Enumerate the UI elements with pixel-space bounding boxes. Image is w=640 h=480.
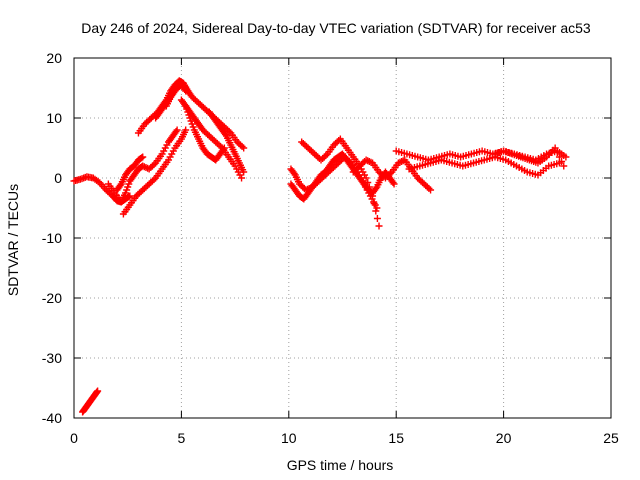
data-point	[365, 183, 373, 191]
data-point	[365, 158, 373, 165]
data-point	[425, 185, 433, 192]
series-s9	[182, 102, 228, 164]
data-point	[394, 159, 402, 167]
data-point	[427, 186, 435, 194]
data-point	[116, 182, 124, 189]
series-s10	[205, 108, 248, 176]
data-point	[139, 153, 147, 161]
data-point	[240, 144, 248, 152]
data-point	[364, 179, 372, 186]
data-point	[305, 185, 313, 192]
x-tick-label: 15	[388, 430, 404, 446]
y-tick-label: -40	[42, 410, 62, 426]
data-point	[139, 162, 147, 170]
data-point	[372, 207, 380, 215]
data-point	[238, 174, 246, 182]
data-point	[150, 176, 158, 183]
data-point	[362, 174, 370, 182]
y-axis-ticks: 20 10 0 -10 -20 -30 -40	[42, 50, 611, 426]
data-point	[140, 163, 148, 171]
data-point	[302, 186, 310, 194]
data-point	[221, 131, 229, 138]
data-point	[322, 152, 330, 159]
data-point	[367, 188, 375, 195]
data-point	[138, 154, 146, 162]
data-point	[219, 146, 227, 153]
x-tick-label: 10	[281, 430, 297, 446]
x-tick-label: 20	[496, 430, 512, 446]
data-point	[396, 158, 404, 166]
data-point	[125, 193, 133, 201]
y-tick-label: -10	[42, 230, 62, 246]
data-point	[398, 158, 406, 165]
data-point	[144, 164, 152, 172]
data-point	[372, 185, 380, 192]
x-tick-label: 25	[603, 430, 619, 446]
y-axis-label: SDTVAR / TECUs	[5, 184, 21, 296]
data-point	[558, 158, 566, 165]
series-s11	[79, 387, 102, 416]
data-point	[555, 153, 563, 161]
data-point	[290, 170, 298, 177]
data-point	[389, 179, 397, 186]
data-point	[560, 162, 568, 170]
data-points	[70, 77, 570, 416]
series-s4	[113, 153, 147, 194]
series-s13	[287, 153, 381, 212]
data-point	[375, 222, 383, 230]
data-point	[362, 156, 370, 164]
data-point	[182, 126, 190, 134]
data-point	[364, 157, 372, 165]
series-s2	[104, 126, 181, 206]
data-point	[240, 168, 248, 176]
data-point	[370, 200, 378, 207]
data-point	[172, 128, 180, 135]
y-tick-label: 0	[54, 170, 62, 186]
x-axis-label: GPS time / hours	[287, 457, 394, 473]
data-point	[390, 180, 398, 188]
data-point	[373, 215, 381, 222]
data-point	[238, 143, 246, 150]
series-s18	[491, 144, 568, 170]
data-point	[553, 149, 561, 156]
y-tick-label: -20	[42, 290, 62, 306]
x-tick-label: 0	[70, 430, 78, 446]
series-s14	[298, 135, 383, 230]
data-point	[386, 170, 394, 177]
data-point	[220, 144, 228, 152]
data-point	[551, 144, 559, 152]
data-point	[173, 126, 181, 134]
data-point	[369, 192, 377, 200]
data-point	[126, 192, 134, 200]
data-point	[345, 158, 353, 165]
y-tick-label: 10	[46, 110, 62, 126]
data-point	[562, 153, 570, 161]
series-s7	[162, 78, 248, 152]
data-point	[399, 157, 407, 165]
x-tick-label: 5	[178, 430, 186, 446]
chart-title: Day 246 of 2024, Sidereal Day-to-day VTE…	[81, 20, 591, 36]
data-point	[335, 137, 343, 144]
data-point	[150, 161, 158, 168]
data-point	[94, 387, 102, 395]
series-s3	[119, 126, 190, 218]
x-axis-ticks: 0 5 10 15 20 25	[70, 58, 619, 446]
series-s17	[405, 153, 563, 179]
data-point	[304, 185, 312, 193]
y-tick-label: -30	[42, 350, 62, 366]
grid-lines	[74, 58, 611, 418]
data-point	[225, 128, 233, 135]
y-tick-label: 20	[46, 50, 62, 66]
